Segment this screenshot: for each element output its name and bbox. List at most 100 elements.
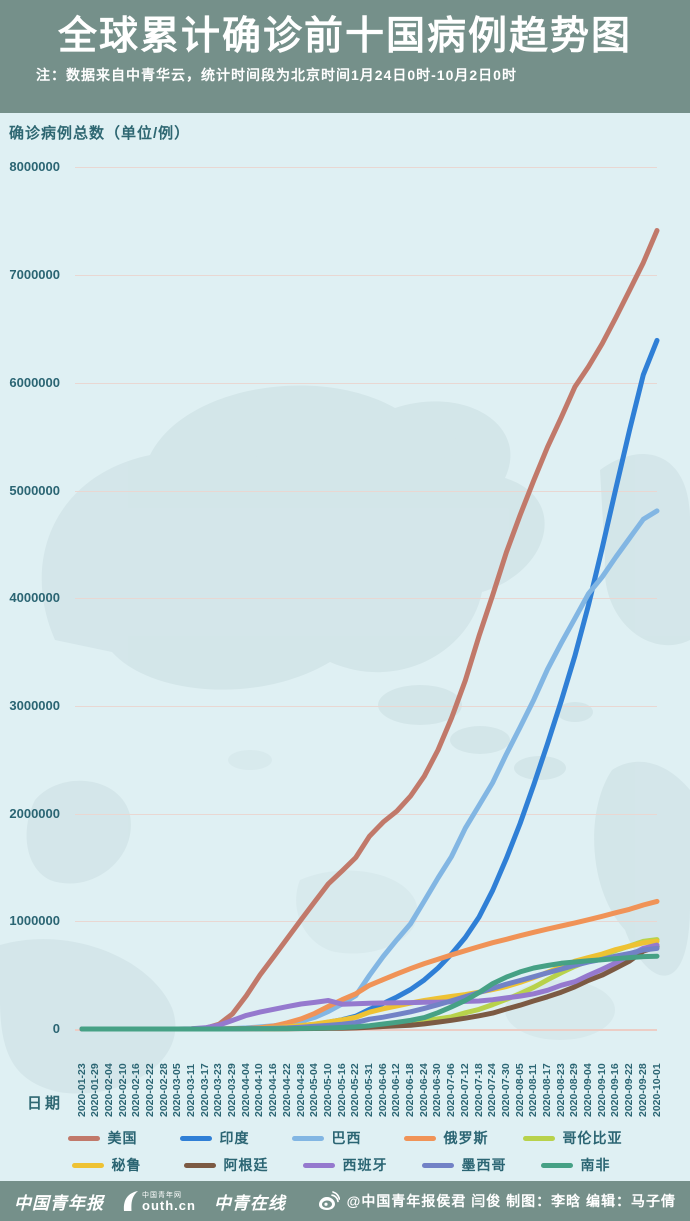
y-tick-label: 0 bbox=[52, 1021, 60, 1036]
youth-cn-logo: 中国青年网 outh.cn bbox=[122, 1190, 196, 1212]
legend-label: 阿根廷 bbox=[223, 1157, 269, 1173]
legend-label: 哥伦比亚 bbox=[562, 1130, 623, 1146]
x-tick-label: 2020-03-29 bbox=[226, 1063, 239, 1117]
x-tick-label: 2020-09-28 bbox=[636, 1063, 649, 1117]
x-tick-label: 2020-04-10 bbox=[253, 1063, 266, 1117]
x-tick-label: 2020-05-16 bbox=[335, 1063, 348, 1117]
x-tick-label: 2020-05-04 bbox=[308, 1063, 321, 1117]
x-tick-label: 2020-08-11 bbox=[527, 1063, 540, 1117]
x-tick-label: 2020-09-10 bbox=[595, 1063, 608, 1117]
legend-item-俄罗斯: 俄罗斯 bbox=[403, 1128, 489, 1148]
x-tick-label: 2020-06-30 bbox=[431, 1063, 444, 1117]
legend-swatch bbox=[302, 1162, 335, 1168]
legend-row-2: 秘鲁 阿根廷 西班牙 墨西哥 南非 bbox=[0, 1155, 690, 1175]
gridline-0 bbox=[75, 1029, 657, 1031]
x-tick-label: 2020-07-24 bbox=[486, 1063, 499, 1117]
x-tick-label: 2020-05-10 bbox=[321, 1063, 334, 1117]
gridline-2000000 bbox=[75, 813, 657, 815]
y-tick-label: 6000000 bbox=[9, 374, 60, 390]
gridline-6000000 bbox=[75, 382, 657, 384]
x-tick-label: 2020-01-23 bbox=[75, 1063, 88, 1117]
x-tick-label: 2020-06-06 bbox=[376, 1063, 389, 1117]
youth-cn-caption: 中国青年网 bbox=[142, 1192, 182, 1199]
y-tick-label: 2000000 bbox=[9, 805, 60, 821]
gridline-8000000 bbox=[75, 167, 657, 169]
china-youth-daily-logo: 中国青年报 bbox=[14, 1193, 104, 1213]
x-tick-label: 2020-06-24 bbox=[417, 1063, 430, 1117]
y-axis-title: 确诊病例总数（单位/例） bbox=[9, 125, 191, 142]
legend-swatch bbox=[540, 1162, 573, 1168]
x-tick-label: 2020-01-29 bbox=[89, 1063, 102, 1117]
legend-swatch bbox=[522, 1135, 555, 1141]
credit-text: @中国青年报侯君 闫俊 制图：李晗 编辑：马子倩 bbox=[346, 1193, 676, 1209]
y-tick-label: 3000000 bbox=[9, 697, 60, 713]
legend-item-西班牙: 西班牙 bbox=[302, 1155, 388, 1175]
x-tick-label: 2020-04-04 bbox=[239, 1063, 252, 1117]
legend-label: 墨西哥 bbox=[461, 1157, 507, 1173]
x-tick-label: 2020-02-16 bbox=[130, 1063, 143, 1117]
footer-logos: 中国青年报 中国青年网 outh.cn 中青在线 bbox=[14, 1189, 286, 1214]
legend-swatch bbox=[67, 1135, 100, 1141]
legend-row-1: 美国 印度 巴西 俄罗斯 哥伦比亚 bbox=[0, 1128, 690, 1148]
legend-label: 印度 bbox=[219, 1130, 250, 1146]
x-tick-label: 2020-02-10 bbox=[116, 1063, 129, 1117]
x-tick-label: 2020-10-01 bbox=[650, 1063, 663, 1117]
legend-item-印度: 印度 bbox=[179, 1128, 258, 1148]
x-tick-label: 2020-04-16 bbox=[267, 1063, 280, 1117]
x-tick-label: 2020-08-05 bbox=[513, 1063, 526, 1117]
x-tick-label: 2020-04-28 bbox=[294, 1063, 307, 1117]
x-tick-label: 2020-03-23 bbox=[212, 1063, 225, 1117]
x-tick-label: 2020-07-30 bbox=[499, 1063, 512, 1117]
y-tick-label: 7000000 bbox=[9, 267, 60, 283]
cyol-logo: 中青在线 bbox=[213, 1193, 286, 1213]
gridline-4000000 bbox=[75, 598, 657, 600]
x-tick-label: 2020-06-18 bbox=[404, 1063, 417, 1117]
y-tick-label: 1000000 bbox=[9, 913, 60, 929]
x-tick-label: 2020-03-05 bbox=[171, 1063, 184, 1117]
legend-label: 西班牙 bbox=[342, 1157, 388, 1173]
legend-item-哥伦比亚: 哥伦比亚 bbox=[522, 1128, 623, 1148]
legend-swatch bbox=[291, 1135, 324, 1141]
x-tick-label: 2020-05-22 bbox=[349, 1063, 362, 1117]
x-tick-label: 2020-07-06 bbox=[445, 1063, 458, 1117]
x-tick-label: 2020-09-16 bbox=[609, 1063, 622, 1117]
legend-item-南非: 南非 bbox=[540, 1155, 619, 1175]
x-tick-label: 2020-09-22 bbox=[623, 1063, 636, 1117]
x-axis-title: 日期 bbox=[27, 1095, 64, 1112]
trend-line-巴西 bbox=[79, 508, 660, 1032]
x-tick-label: 2020-03-17 bbox=[198, 1063, 211, 1117]
gridline-7000000 bbox=[75, 275, 657, 277]
dove-icon bbox=[123, 1191, 138, 1211]
x-tick-label: 2020-08-29 bbox=[568, 1063, 581, 1117]
x-tick-label: 2020-06-12 bbox=[390, 1063, 403, 1117]
legend-label: 美国 bbox=[107, 1130, 138, 1146]
y-tick-label: 5000000 bbox=[9, 482, 60, 498]
trend-line-南非 bbox=[79, 953, 660, 1032]
x-tick-label: 2020-02-28 bbox=[157, 1063, 170, 1117]
legend-item-墨西哥: 墨西哥 bbox=[421, 1155, 507, 1175]
y-tick-label: 8000000 bbox=[9, 159, 60, 175]
gridline-1000000 bbox=[75, 921, 657, 923]
weibo-icon bbox=[318, 1191, 340, 1210]
legend-item-美国: 美国 bbox=[67, 1128, 146, 1148]
x-tick-label: 2020-07-12 bbox=[458, 1063, 471, 1117]
legend-label: 南非 bbox=[580, 1157, 611, 1173]
legend-swatch bbox=[403, 1135, 436, 1141]
legend-item-阿根廷: 阿根廷 bbox=[183, 1155, 269, 1175]
legend-swatch bbox=[71, 1162, 104, 1168]
x-tick-label: 2020-04-22 bbox=[280, 1063, 293, 1117]
x-tick-label: 2020-07-18 bbox=[472, 1063, 485, 1117]
legend-label: 巴西 bbox=[331, 1130, 362, 1146]
x-tick-label: 2020-02-22 bbox=[143, 1063, 156, 1117]
x-tick-label: 2020-08-23 bbox=[554, 1063, 567, 1117]
legend-swatch bbox=[183, 1162, 216, 1168]
x-tick-label: 2020-03-11 bbox=[185, 1063, 198, 1117]
x-tick-label: 2020-09-04 bbox=[582, 1063, 595, 1117]
legend-label: 秘鲁 bbox=[111, 1157, 142, 1173]
x-tick-label: 2020-05-31 bbox=[363, 1063, 375, 1117]
legend-label: 俄罗斯 bbox=[443, 1130, 489, 1146]
legend-swatch bbox=[179, 1135, 212, 1141]
